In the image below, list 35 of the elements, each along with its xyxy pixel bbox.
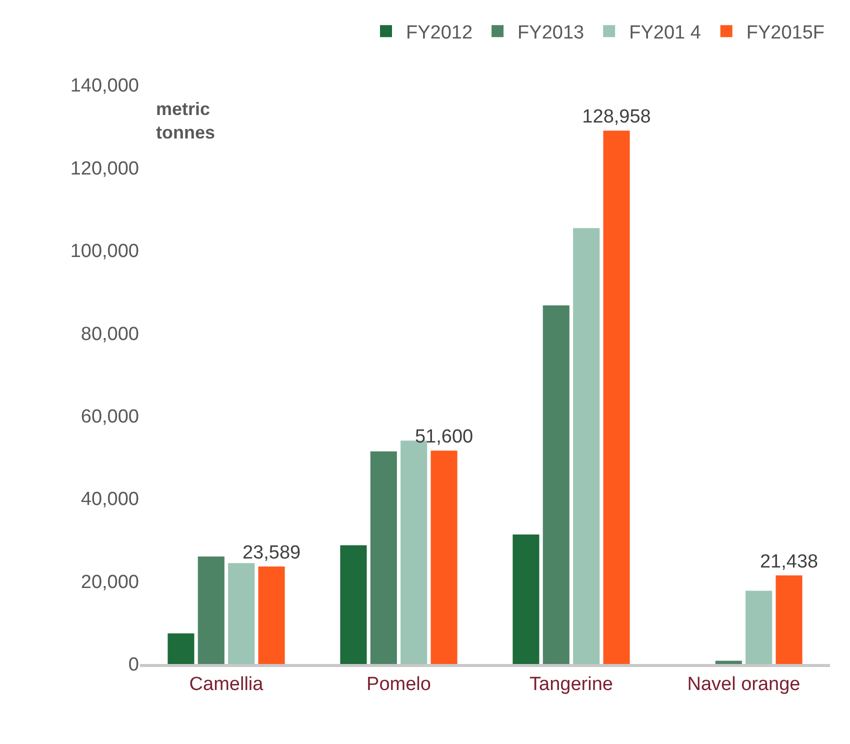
- y-tick-label: 40,000: [80, 489, 139, 510]
- y-axis-title: metric tonnes: [156, 99, 216, 142]
- legend-label: FY201 4: [629, 22, 702, 44]
- bar: [168, 633, 194, 664]
- bar: [340, 545, 367, 664]
- legend-label: FY2013: [518, 22, 584, 44]
- data-label: 23,589: [242, 542, 301, 564]
- data-label: 128,958: [582, 106, 651, 128]
- legend-label: FY2015F: [746, 22, 825, 44]
- bar: [603, 130, 630, 664]
- bar: [228, 563, 255, 664]
- y-tick-label: 140,000: [70, 76, 139, 97]
- bar: [512, 534, 540, 664]
- bar: [542, 305, 570, 664]
- data-label: 21,438: [760, 551, 818, 572]
- y-tick-label: 80,000: [80, 324, 139, 345]
- bar: [370, 451, 397, 664]
- bar: [198, 556, 224, 664]
- y-tick-label: 60,000: [80, 406, 139, 428]
- x-tick-label: Navel orange: [687, 674, 800, 695]
- data-label: 51,600: [414, 426, 474, 448]
- bar: [776, 575, 802, 664]
- y-tick-label: 100,000: [70, 241, 139, 262]
- bar: [258, 566, 285, 664]
- x-tick-label: Tangerine: [530, 674, 613, 695]
- x-tick-label: Camellia: [189, 674, 264, 695]
- bar: [430, 450, 458, 664]
- y-tick-label: 20,000: [80, 572, 139, 593]
- bar: [715, 660, 742, 664]
- bar: [746, 590, 772, 664]
- bar: [573, 228, 600, 664]
- x-tick-label: Pomelo: [366, 674, 431, 695]
- legend-label: FY2012: [406, 22, 473, 44]
- y-tick-label: 120,000: [70, 158, 139, 180]
- y-tick-label: 0: [128, 654, 139, 676]
